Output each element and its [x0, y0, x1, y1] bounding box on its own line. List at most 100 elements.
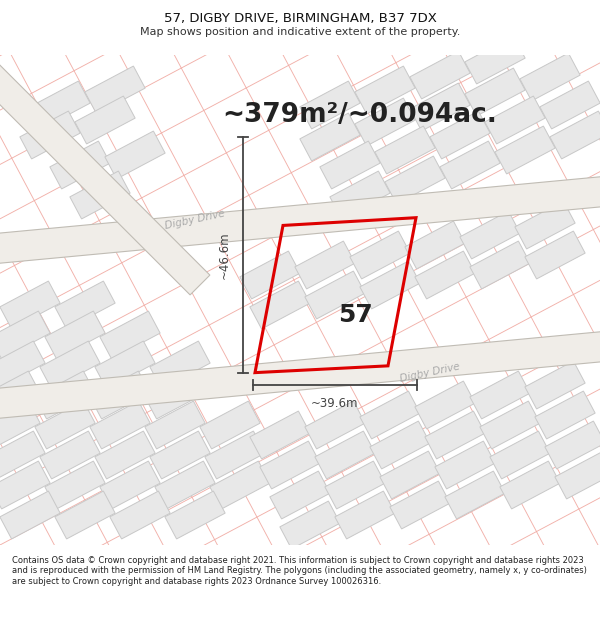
- Polygon shape: [45, 461, 105, 509]
- Polygon shape: [515, 201, 575, 249]
- Polygon shape: [445, 471, 505, 519]
- Polygon shape: [90, 371, 150, 419]
- Polygon shape: [425, 411, 485, 459]
- Polygon shape: [320, 141, 380, 189]
- Polygon shape: [150, 431, 210, 479]
- Polygon shape: [55, 491, 115, 539]
- Polygon shape: [545, 421, 600, 469]
- Polygon shape: [540, 81, 600, 129]
- Polygon shape: [305, 401, 365, 449]
- Polygon shape: [490, 431, 550, 479]
- Polygon shape: [0, 281, 60, 329]
- Polygon shape: [40, 431, 100, 479]
- Text: 57: 57: [338, 303, 373, 328]
- Polygon shape: [75, 96, 135, 144]
- Polygon shape: [495, 126, 555, 174]
- Polygon shape: [555, 451, 600, 499]
- Polygon shape: [435, 441, 495, 489]
- Polygon shape: [390, 481, 450, 529]
- Polygon shape: [100, 311, 160, 359]
- Polygon shape: [210, 461, 270, 509]
- Polygon shape: [50, 141, 110, 189]
- Polygon shape: [460, 211, 520, 259]
- Polygon shape: [535, 391, 595, 439]
- Polygon shape: [500, 461, 560, 509]
- Polygon shape: [105, 131, 165, 179]
- Text: Map shows position and indicative extent of the property.: Map shows position and indicative extent…: [140, 26, 460, 36]
- Polygon shape: [0, 55, 210, 295]
- Polygon shape: [0, 311, 50, 359]
- Polygon shape: [85, 66, 145, 114]
- Text: ~39.6m: ~39.6m: [311, 398, 359, 410]
- Polygon shape: [70, 171, 130, 219]
- Polygon shape: [35, 371, 95, 419]
- Text: ~379m²/~0.094ac.: ~379m²/~0.094ac.: [223, 102, 497, 128]
- Text: 57, DIGBY DRIVE, BIRMINGHAM, B37 7DX: 57, DIGBY DRIVE, BIRMINGHAM, B37 7DX: [164, 12, 436, 25]
- Polygon shape: [145, 401, 205, 449]
- Polygon shape: [525, 361, 585, 409]
- Polygon shape: [30, 81, 90, 129]
- Polygon shape: [375, 126, 435, 174]
- Polygon shape: [20, 111, 80, 159]
- Polygon shape: [250, 411, 310, 459]
- Polygon shape: [415, 381, 475, 429]
- Polygon shape: [0, 341, 45, 389]
- Polygon shape: [205, 431, 265, 479]
- Polygon shape: [350, 231, 410, 279]
- Polygon shape: [270, 471, 330, 519]
- Polygon shape: [260, 441, 320, 489]
- Polygon shape: [305, 271, 365, 319]
- Polygon shape: [55, 281, 115, 329]
- Polygon shape: [410, 51, 470, 99]
- Polygon shape: [90, 401, 150, 449]
- Polygon shape: [360, 391, 420, 439]
- Polygon shape: [35, 401, 95, 449]
- Polygon shape: [385, 156, 445, 204]
- Polygon shape: [0, 330, 600, 420]
- Polygon shape: [370, 421, 430, 469]
- Text: ~46.6m: ~46.6m: [218, 231, 231, 279]
- Polygon shape: [485, 96, 545, 144]
- Polygon shape: [0, 491, 60, 539]
- Polygon shape: [325, 461, 385, 509]
- Polygon shape: [0, 461, 50, 509]
- Polygon shape: [480, 401, 540, 449]
- Polygon shape: [355, 66, 415, 114]
- Polygon shape: [0, 175, 600, 265]
- Polygon shape: [40, 341, 100, 389]
- Polygon shape: [240, 251, 300, 299]
- Polygon shape: [470, 371, 530, 419]
- Polygon shape: [330, 171, 390, 219]
- Polygon shape: [520, 53, 580, 101]
- Polygon shape: [0, 431, 45, 479]
- Polygon shape: [45, 311, 105, 359]
- Polygon shape: [380, 451, 440, 499]
- Polygon shape: [415, 251, 475, 299]
- Polygon shape: [155, 461, 215, 509]
- Polygon shape: [440, 141, 500, 189]
- Polygon shape: [0, 371, 40, 419]
- Polygon shape: [550, 111, 600, 159]
- Text: Digby Drive: Digby Drive: [399, 362, 461, 384]
- Polygon shape: [465, 68, 525, 116]
- Polygon shape: [405, 221, 465, 269]
- Polygon shape: [335, 491, 395, 539]
- Polygon shape: [280, 501, 340, 549]
- Polygon shape: [465, 36, 525, 84]
- Polygon shape: [300, 81, 360, 129]
- Polygon shape: [250, 281, 310, 329]
- Polygon shape: [360, 261, 420, 309]
- Polygon shape: [95, 431, 155, 479]
- Polygon shape: [355, 98, 415, 146]
- Polygon shape: [150, 341, 210, 389]
- Polygon shape: [300, 113, 360, 161]
- Polygon shape: [0, 401, 40, 449]
- Polygon shape: [145, 371, 205, 419]
- Polygon shape: [525, 231, 585, 279]
- Polygon shape: [110, 491, 170, 539]
- Polygon shape: [100, 461, 160, 509]
- Polygon shape: [430, 111, 490, 159]
- Polygon shape: [295, 241, 355, 289]
- Polygon shape: [165, 491, 225, 539]
- Polygon shape: [315, 431, 375, 479]
